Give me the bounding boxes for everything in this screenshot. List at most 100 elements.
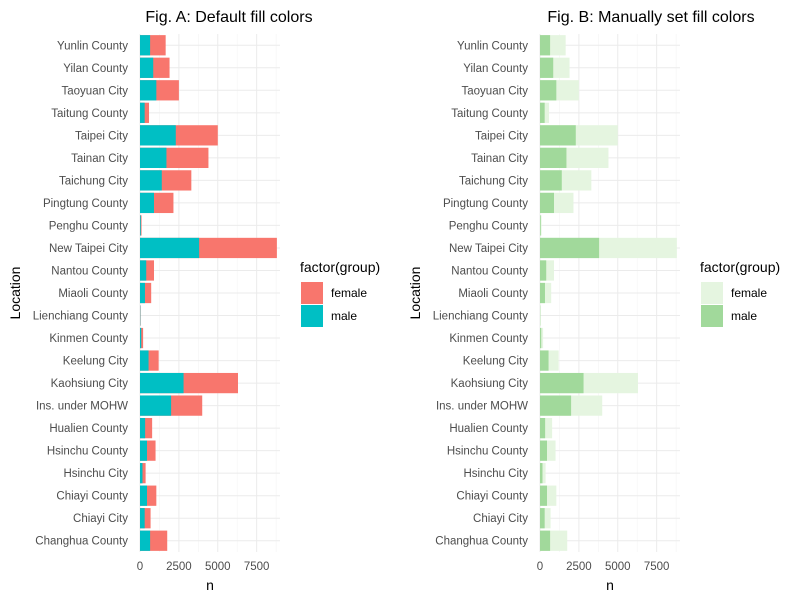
fig-b-y-tick-label: Tainan City (471, 153, 528, 165)
fig-b-bar-male (540, 102, 545, 123)
fig-b-x-tick-label: 5000 (605, 561, 631, 573)
fig-b-bar-male (540, 463, 543, 484)
fig-a-y-tick-label: Changhua County (35, 536, 128, 548)
fig-b-bar-male (540, 80, 557, 101)
fig-b-x-axis-label: n (606, 577, 614, 593)
fig-a-bar-male (140, 80, 157, 101)
fig-a-y-tick-label: Nantou County (51, 265, 128, 277)
fig-a-bar-male (140, 508, 145, 529)
fig-a-y-tick-label: Chiayi County (56, 491, 128, 503)
fig-a-y-tick-label: Yilan County (63, 63, 128, 75)
fig-a-y-tick-label: Yunlin County (57, 40, 128, 52)
fig-a-y-tick-label: Keelung City (63, 356, 128, 368)
fig-a-title: Fig. A: Default fill colors (145, 9, 312, 26)
fig-b-bar-male (540, 530, 551, 551)
fig-a-y-tick-label: Ins. under MOHW (36, 401, 128, 413)
fig-b-bar-male (540, 440, 547, 461)
fig-b-legend-label-female: female (731, 286, 767, 300)
fig-a-y-tick-label: Taitung County (51, 108, 128, 120)
fig-a-y-tick-label: Kinmen County (49, 333, 128, 345)
fig-a-y-tick-label: Tainan City (71, 153, 128, 165)
fig-a-bar-male (140, 237, 200, 259)
fig-a-bar-female (140, 463, 146, 484)
fig-b-bar-male (540, 237, 600, 259)
fig-b-y-tick-label: Yunlin County (457, 40, 528, 52)
fig-b-legend-title: factor(group) (700, 259, 780, 275)
fig-a-bar-male (140, 440, 147, 461)
fig-a-y-tick-label: Hsinchu City (63, 468, 128, 480)
fig-a-y-tick-label: Pingtung County (43, 198, 128, 210)
fig-a-legend-swatch-male (301, 305, 323, 327)
fig-a-y-tick-label: Hualien County (49, 423, 128, 435)
fig-b-y-tick-label: Chiayi City (473, 513, 528, 525)
fig-b-y-tick-label: Keelung City (463, 356, 528, 368)
fig-b-bar-male (540, 215, 541, 236)
fig-b-bar-male (540, 508, 545, 529)
fig-a-y-axis-label: Location (7, 267, 23, 320)
fig-a-bar-male (140, 327, 142, 349)
fig-b-bar-male (540, 350, 549, 371)
fig-a-x-tick-label: 2500 (166, 561, 192, 573)
fig-b-bar-male (540, 192, 554, 214)
fig-a-bar-male (140, 417, 146, 439)
fig-a-y-tick-label: Miaoli County (58, 288, 128, 300)
fig-b-y-tick-label: Taichung City (459, 175, 528, 187)
fig-b-legend-swatch-female (701, 282, 723, 304)
fig-a-y-tick-label: Penghu County (49, 220, 129, 232)
fig-a-bar-male (140, 192, 154, 214)
fig-b-y-tick-label: Pingtung County (443, 198, 528, 210)
fig-a-bar-male (140, 125, 176, 146)
fig-a-legend-title: factor(group) (300, 259, 380, 275)
fig-b-bar-female (540, 327, 544, 349)
fig-a-bar-male (140, 35, 151, 56)
fig-a-bar-male (140, 463, 143, 484)
fig-b-y-tick-label: Penghu County (449, 220, 529, 232)
fig-a-y-tick-label: Kaohsiung City (51, 378, 129, 390)
fig-a-x-tick-label: 5000 (205, 561, 231, 573)
fig-b-x-tick-label: 7500 (644, 561, 670, 573)
fig-a-bar-male (140, 260, 147, 281)
fig-b-bar-male (540, 170, 562, 191)
fig-a-y-tick-label: Taoyuan City (62, 85, 129, 97)
fig-a-bar-male (140, 147, 167, 169)
fig-a-bar-male (140, 350, 149, 371)
fig-a-bar-male (140, 170, 162, 191)
fig-b-y-tick-label: Hualien County (449, 423, 528, 435)
fig-b-y-tick-label: Chiayi County (456, 491, 528, 503)
fig-a-legend-label-male: male (331, 309, 357, 323)
fig-b-bar-male (540, 282, 545, 304)
fig-a-bar-male (140, 282, 145, 304)
fig-a-bar-male (140, 215, 141, 236)
fig-a-bar-male (140, 57, 154, 78)
fig-b-y-tick-label: Hsinchu City (463, 468, 528, 480)
fig-a-bar-female (140, 282, 152, 304)
fig-b-y-tick-label: New Taipei City (449, 243, 528, 255)
fig-b-y-tick-label: Changhua County (435, 536, 528, 548)
fig-b-y-tick-label: Kaohsiung City (451, 378, 529, 390)
fig-a-x-axis-label: n (206, 577, 214, 593)
fig-b-legend-swatch-male (701, 305, 723, 327)
fig-a-y-tick-label: Chiayi City (73, 513, 128, 525)
fig-b-y-tick-label: Ins. under MOHW (436, 401, 528, 413)
fig-b-bar-male (540, 395, 572, 416)
fig-b-y-axis-label: Location (407, 267, 423, 320)
fig-a-y-tick-label: New Taipei City (49, 243, 128, 255)
fig-b-legend-label-male: male (731, 309, 757, 323)
fig-b-bar-male (540, 260, 547, 281)
fig-b-y-tick-label: Kinmen County (449, 333, 528, 345)
fig-a-legend-swatch-female (301, 282, 323, 304)
fig-b-title: Fig. B: Manually set fill colors (547, 9, 754, 26)
fig-b-bar-male (540, 147, 567, 169)
fig-b-y-tick-label: Miaoli County (458, 288, 528, 300)
fig-a-bar-male (140, 372, 184, 394)
fig-a-legend-label-female: female (331, 286, 367, 300)
fig-a-bar-male (140, 485, 147, 506)
fig-b-bar-male (540, 57, 554, 78)
fig-a-bar-female (140, 327, 144, 349)
fig-b-bar-male (540, 35, 551, 56)
fig-b-bar-female (540, 463, 546, 484)
fig-a-bar-male (140, 530, 151, 551)
fig-b-y-tick-label: Taoyuan City (462, 85, 529, 97)
fig-b-y-tick-label: Nantou County (451, 265, 528, 277)
